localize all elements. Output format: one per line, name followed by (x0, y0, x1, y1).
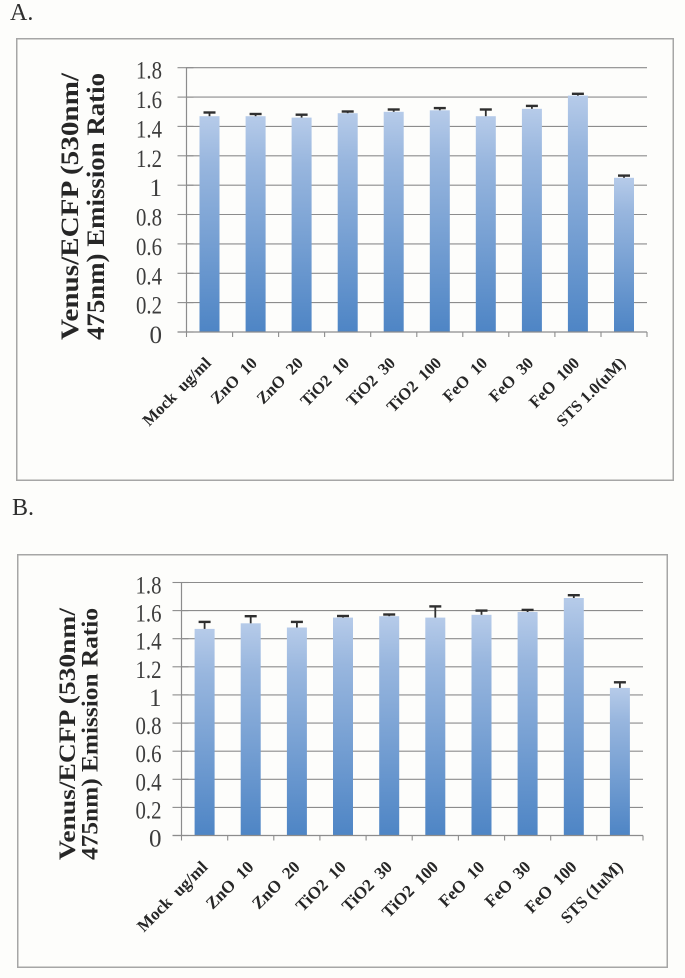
svg-text:ZnO 10: ZnO 10 (207, 353, 261, 407)
svg-text:0.4: 0.4 (136, 263, 162, 290)
svg-text:0: 0 (149, 826, 162, 853)
svg-text:ZnO 10: ZnO 10 (202, 857, 258, 913)
svg-text:1.4: 1.4 (136, 116, 162, 143)
svg-text:Mock ug/ml: Mock ug/ml (133, 857, 211, 935)
svg-text:0.8: 0.8 (136, 205, 162, 232)
svg-text:Venus/ECFP (530nm/: Venus/ECFP (530nm/ (57, 72, 84, 340)
svg-text:0.8: 0.8 (136, 713, 162, 740)
svg-text:1: 1 (149, 685, 162, 712)
svg-text:1.6: 1.6 (136, 601, 162, 628)
svg-text:0.4: 0.4 (136, 769, 162, 796)
svg-text:Mock ug/ml: Mock ug/ml (139, 353, 216, 430)
svg-text:0.2: 0.2 (136, 293, 162, 320)
svg-text:475nm) Emission Ratio: 475nm) Emission Ratio (78, 608, 103, 860)
svg-text:1.2: 1.2 (136, 657, 162, 684)
svg-text:0: 0 (150, 322, 163, 349)
svg-text:1.2: 1.2 (136, 146, 162, 173)
svg-text:FeO 10: FeO 10 (435, 857, 488, 910)
svg-text:1: 1 (150, 175, 163, 202)
svg-text:475nm) Emission Ratio: 475nm) Emission Ratio (83, 73, 110, 340)
svg-text:0.6: 0.6 (136, 234, 162, 261)
svg-text:0.2: 0.2 (136, 797, 162, 824)
svg-text:TiO2 10: TiO2 10 (296, 353, 353, 410)
svg-text:FeO 10: FeO 10 (439, 353, 491, 405)
svg-text:1.6: 1.6 (136, 87, 162, 114)
svg-text:1.8: 1.8 (136, 58, 162, 85)
svg-text:Venus/ECFP (530nm/: Venus/ECFP (530nm/ (55, 607, 80, 860)
svg-text:1.4: 1.4 (136, 629, 162, 656)
svg-text:TiO2 10: TiO2 10 (292, 857, 350, 915)
svg-text:0.6: 0.6 (136, 741, 162, 768)
svg-text:1.8: 1.8 (136, 573, 162, 600)
